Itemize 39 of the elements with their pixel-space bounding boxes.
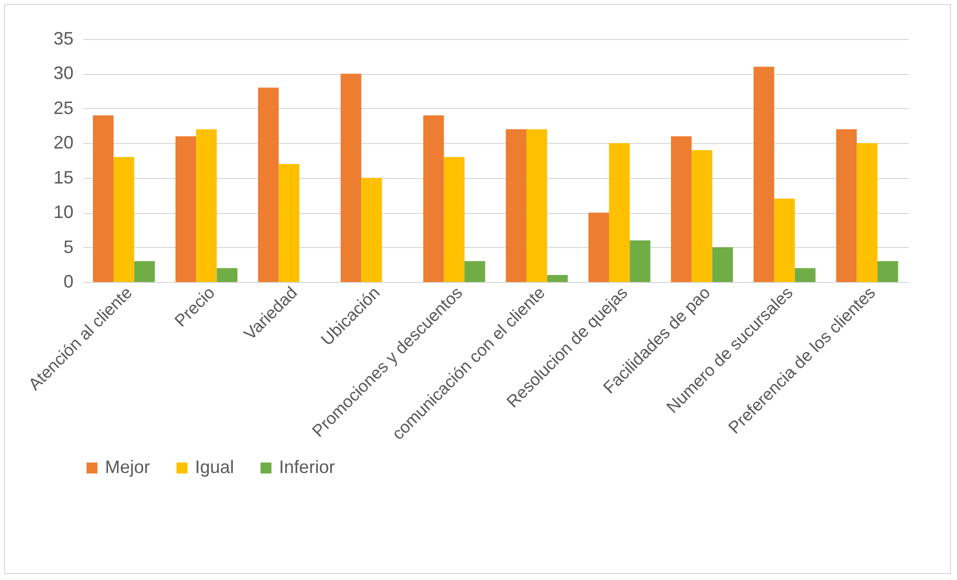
bar	[340, 74, 362, 282]
bar	[216, 268, 238, 282]
bar	[114, 157, 134, 282]
bar	[444, 157, 465, 282]
bar	[361, 178, 382, 282]
bar	[547, 275, 568, 282]
legend-label: Mejor	[105, 457, 150, 477]
y-tick-label: 20	[53, 132, 74, 153]
y-tick-label: 15	[53, 167, 74, 188]
bar	[134, 261, 155, 282]
y-tick-label: 30	[53, 63, 74, 84]
bar	[278, 164, 300, 282]
y-tick-label: 0	[63, 272, 74, 292]
bar	[506, 129, 526, 282]
bar	[692, 150, 712, 282]
bar	[836, 129, 857, 282]
bar	[464, 261, 486, 282]
y-tick-label: 35	[53, 28, 74, 48]
bar	[526, 129, 548, 282]
bar	[754, 66, 774, 282]
bar	[92, 115, 114, 282]
bar	[609, 143, 630, 282]
bar	[423, 115, 444, 282]
bar	[258, 88, 279, 282]
bar	[877, 261, 898, 282]
bar	[712, 247, 733, 282]
bar	[630, 240, 650, 282]
y-tick-label: 25	[53, 98, 74, 118]
legend-label: Inferior	[279, 457, 336, 477]
bar	[175, 136, 196, 282]
bar	[774, 198, 795, 282]
bar	[588, 212, 610, 282]
bar	[196, 129, 217, 282]
bar	[794, 268, 816, 282]
y-tick-label: 5	[63, 236, 74, 257]
legend-label: Igual	[195, 457, 234, 477]
y-tick-label: 10	[53, 202, 74, 222]
bar	[856, 143, 878, 282]
bar	[670, 136, 692, 282]
